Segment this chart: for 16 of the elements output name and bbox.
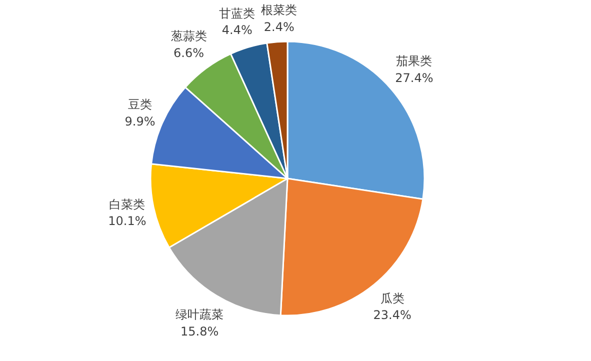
slice-label: 豆类 [128,98,152,112]
slice-label: 白菜类 [109,197,146,212]
slice-label: 根菜类 [261,3,298,18]
data-label: 27.4% [395,70,434,85]
slice-label: 绿叶蔬菜 [176,308,224,322]
data-label: 6.6% [174,46,204,60]
slice-label: 茄果类 [396,54,432,68]
slice-label: 甘蓝类 [219,6,256,20]
data-label: 23.4% [373,308,412,322]
data-label: 15.8% [180,324,219,338]
slice-label: 瓜类 [380,291,404,306]
data-label: 2.4% [264,20,294,34]
data-label: 9.9% [124,114,156,128]
data-label: 10.1% [108,214,146,228]
slice-label: 葱蒜类 [170,28,207,43]
data-label: 4.4% [222,23,252,38]
